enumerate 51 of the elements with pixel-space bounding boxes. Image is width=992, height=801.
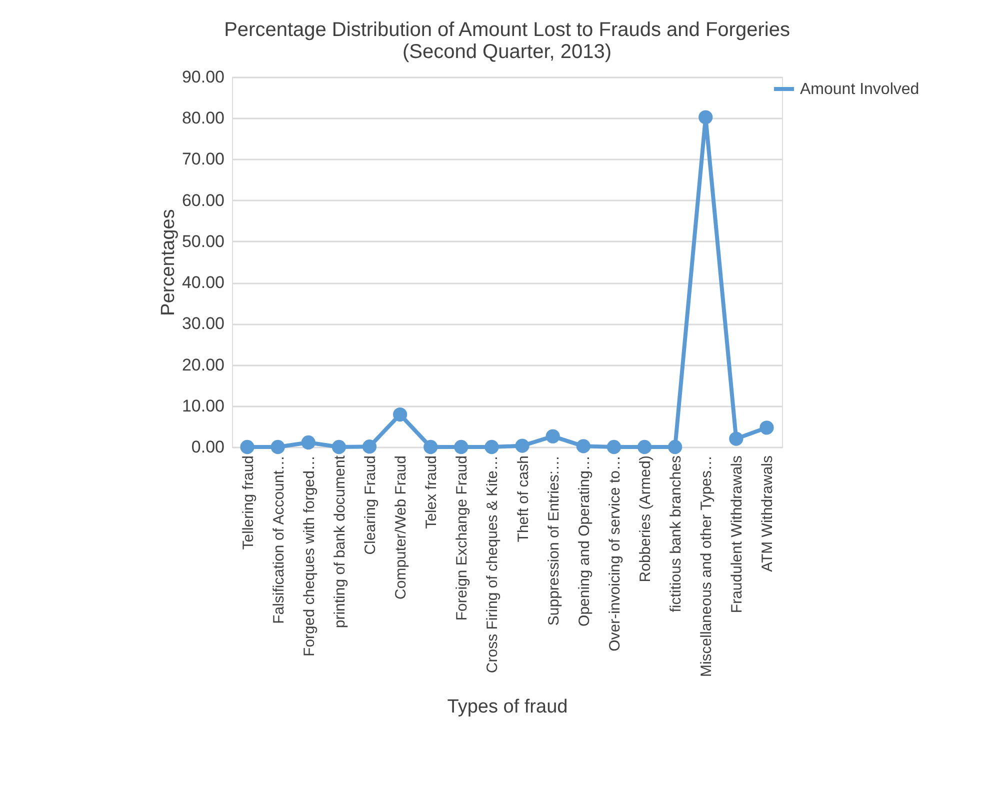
x-tick-label: Opening and Operating…	[576, 456, 593, 626]
legend-label: Amount Involved	[800, 81, 920, 98]
y-tick-label: 70.00	[182, 150, 224, 169]
point	[332, 440, 346, 454]
x-tick-label: printing of bank document	[331, 454, 348, 628]
point	[668, 440, 682, 454]
point	[362, 440, 377, 454]
text: (Second Quarter, 2013)	[402, 41, 612, 63]
x-tick-label: Telex fraud	[423, 456, 440, 529]
text: Percentage Distribution of Amount Lost to Frauds and Forgeries	[224, 19, 790, 41]
point	[576, 439, 590, 454]
x-tick-label: Computer/Web Fraud	[392, 456, 410, 600]
y-tick-label: 60.00	[182, 190, 224, 210]
point	[484, 440, 499, 454]
point	[240, 440, 254, 454]
x-tick-label: Theft of cash	[514, 456, 532, 542]
point	[424, 440, 438, 454]
x-tick-label: Robberies (Armed)	[637, 456, 654, 582]
x-tick-label: Clearing Fraud	[362, 456, 379, 555]
point	[637, 440, 652, 454]
x-tick-label: fictitious bank branches	[668, 456, 685, 612]
y-tick-label: 50.00	[182, 232, 224, 251]
x-tick-label: Fraudulent Withdrawals	[728, 456, 746, 614]
y-axis-title: Percentages	[158, 209, 179, 316]
y-tick-label: 0.00	[191, 438, 224, 456]
point	[454, 440, 468, 454]
y-tick-label: 80.00	[182, 108, 224, 128]
y-tick-label: 20.00	[182, 355, 224, 374]
x-axis-title: Types of fraud	[447, 696, 568, 718]
point	[729, 432, 744, 446]
y-tick-label: 40.00	[182, 273, 224, 292]
y-tick-label: 10.00	[182, 396, 224, 416]
point	[301, 435, 316, 450]
point	[392, 407, 408, 422]
x-tick-label: Over-invoicing of service to…	[606, 456, 624, 652]
x-tick-label: Forged cheques with forged…	[300, 456, 318, 656]
x-tick-label: ATM Withdrawals	[759, 456, 776, 572]
x-tick-label: Tellering fraud	[240, 456, 257, 550]
x-tick-label: Cross Firing of cheques & Kite…	[484, 456, 502, 674]
point	[515, 438, 530, 453]
x-tick-label: Foreign Exchange Fraud	[454, 456, 471, 621]
point	[270, 440, 285, 454]
point	[606, 440, 622, 454]
y-tick-label: 30.00	[182, 314, 224, 334]
x-tick-label: Suppression of Entries:…	[545, 456, 562, 626]
x-tick-label: Falsification of Account…	[270, 456, 288, 624]
x-tick-label: Miscellaneous and other Types…	[698, 456, 716, 678]
y-tick-label: 90.00	[182, 68, 224, 86]
point	[698, 110, 713, 124]
point	[760, 420, 774, 435]
point	[546, 429, 560, 444]
